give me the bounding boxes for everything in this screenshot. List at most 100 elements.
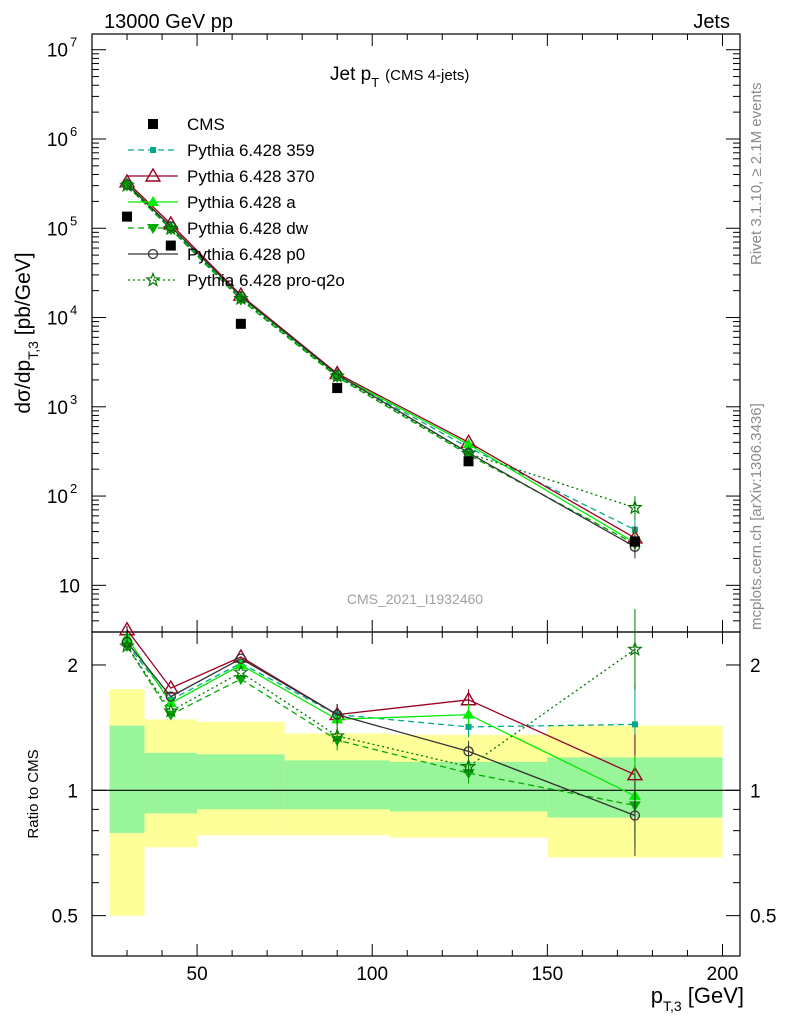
ratio-point-4-3 <box>332 709 343 720</box>
legend-label-1: Pythia 6.428 359 <box>187 141 315 160</box>
y-tick-label-1000000: 10 <box>47 130 68 151</box>
plot-title-main: Jet p <box>330 64 371 85</box>
ratio-line-4 <box>126 641 636 817</box>
series-point-5-3 <box>329 367 346 383</box>
x-tick-label-50: 50 <box>187 964 208 985</box>
y-tick-label-10000: 10 <box>47 309 68 330</box>
y-tick-exp-1000: 3 <box>70 392 77 407</box>
ratio-line-1 <box>126 629 636 776</box>
rivet-version-note: Rivet 3.1.10, ≥ 2.1M events <box>748 83 765 266</box>
ratio-point-1-1 <box>162 679 180 694</box>
ratio-point-2-1 <box>164 697 177 708</box>
legend-marker-0 <box>148 119 158 129</box>
series-point-5-4 <box>460 445 477 461</box>
ratio-panel <box>92 609 740 916</box>
ratio-y-tick-label-right-0.5: 0.5 <box>750 907 776 928</box>
x-tick-label-200: 200 <box>707 964 739 985</box>
ratio-band-green-1 <box>144 752 198 814</box>
ratio-point-0-4 <box>465 723 472 730</box>
legend-label-3: Pythia 6.428 a <box>187 193 296 212</box>
x-tick-label-100: 100 <box>356 964 388 985</box>
ratio-y-tick-label-1: 1 <box>67 781 78 802</box>
ratio-point-5-5 <box>627 641 643 656</box>
series-point-5-2 <box>233 290 249 306</box>
ratio-band-green-3 <box>284 760 390 810</box>
y-tick-exp-100000: 5 <box>70 213 77 228</box>
legend-label-0: CMS <box>187 115 225 134</box>
ratio-point-5-2 <box>233 664 249 679</box>
data-point-3 <box>332 383 343 394</box>
ratio-point-5-1 <box>162 702 179 718</box>
analysis-watermark: CMS_2021_I1932460 <box>347 591 483 607</box>
data-point-5 <box>629 536 640 547</box>
legend-marker-6 <box>145 271 161 287</box>
y-axis-label: dσ/dpT,3 [pb/GeV] <box>12 252 41 413</box>
ratio-band-green-2 <box>197 754 285 810</box>
plot-title: Jet pT (CMS 4-jets) <box>330 64 469 90</box>
series-5 <box>119 177 643 520</box>
ratio-line-0 <box>126 644 635 728</box>
x-axis-label-sub: T,3 <box>663 998 682 1014</box>
ratio-band-green-0 <box>109 725 145 833</box>
data-point-1 <box>165 240 176 251</box>
legend-label-5: Pythia 6.428 p0 <box>187 245 305 264</box>
legend-marker-2 <box>144 167 162 182</box>
ratio-point-4-2 <box>235 653 247 664</box>
mcplots-credit: mcplots.cern.ch [arXiv:1306.3436] <box>748 403 765 630</box>
y-tick-label-100: 10 <box>47 487 68 508</box>
ratio-y-tick-label-0.5: 0.5 <box>52 907 78 928</box>
y-tick-label-10000000: 10 <box>47 41 68 62</box>
ratio-point-5-4 <box>460 758 477 774</box>
series-point-3-0 <box>121 181 134 192</box>
plot-title-suffix: (CMS 4-jets) <box>385 67 469 84</box>
legend-label-6: Pythia 6.428 pro-q2o <box>187 271 345 290</box>
series-point-5-0 <box>119 177 135 193</box>
ratio-panel-frame <box>91 631 741 957</box>
y-tick-label-1000: 10 <box>47 398 68 419</box>
x-axis-label-main: p <box>651 983 663 1008</box>
ratio-y-tick-label-right-1: 1 <box>750 781 761 802</box>
ratio-line-2 <box>126 637 636 797</box>
ratio-point-2-2 <box>234 658 247 669</box>
ratio-point-5-0 <box>119 637 135 653</box>
y-tick-exp-100: 2 <box>70 481 77 496</box>
ratio-point-4-4 <box>463 746 474 757</box>
data-point-2 <box>235 318 246 329</box>
y-axis-label-main: dσ/dp <box>12 360 35 414</box>
series-point-2-4 <box>462 438 475 449</box>
series-line-1 <box>126 181 636 539</box>
y-axis-label-suffix: [pb/GeV] <box>12 252 35 341</box>
series-line-5 <box>126 184 636 509</box>
series-point-5-1 <box>162 220 179 236</box>
x-tick-label-150: 150 <box>531 964 563 985</box>
ratio-point-3-2 <box>234 675 247 686</box>
ratio-point-4-1 <box>165 691 176 702</box>
legend-marker-1 <box>150 147 156 153</box>
y-tick-exp-10000: 4 <box>70 303 77 318</box>
x-axis-label: pT,3 [GeV] <box>651 983 744 1014</box>
legend: CMS Pythia 6.428 359 Pythia 6.428 370 Pythi… <box>128 115 345 290</box>
y-axis-label-sub: T,3 <box>25 341 41 360</box>
data-point-0 <box>122 211 133 222</box>
ratio-y-tick-label-2: 2 <box>67 656 78 677</box>
ratio-point-4-5 <box>629 810 641 821</box>
header-left: 13000 GeV pp <box>104 11 233 33</box>
ratio-series-5 <box>119 609 643 778</box>
legend-label-4: Pythia 6.428 dw <box>187 219 309 238</box>
y-tick-label-100000: 10 <box>47 219 68 240</box>
legend-marker-3 <box>147 196 159 206</box>
plot-title-sub: T <box>371 75 379 90</box>
legend-marker-5 <box>147 248 159 260</box>
y-tick-exp-1000000: 6 <box>70 124 77 139</box>
legend-label-2: Pythia 6.428 370 <box>187 167 315 186</box>
x-axis-label-suffix: [GeV] <box>682 983 744 1008</box>
ratio-point-5-3 <box>329 727 346 743</box>
ratio-point-2-4 <box>462 708 475 719</box>
ratio-y-tick-label-right-2: 2 <box>750 656 761 677</box>
series-line-3 <box>126 185 636 545</box>
data-point-4 <box>463 456 474 467</box>
header-right: Jets <box>693 11 730 33</box>
y-tick-exp-10000000: 7 <box>70 35 77 50</box>
